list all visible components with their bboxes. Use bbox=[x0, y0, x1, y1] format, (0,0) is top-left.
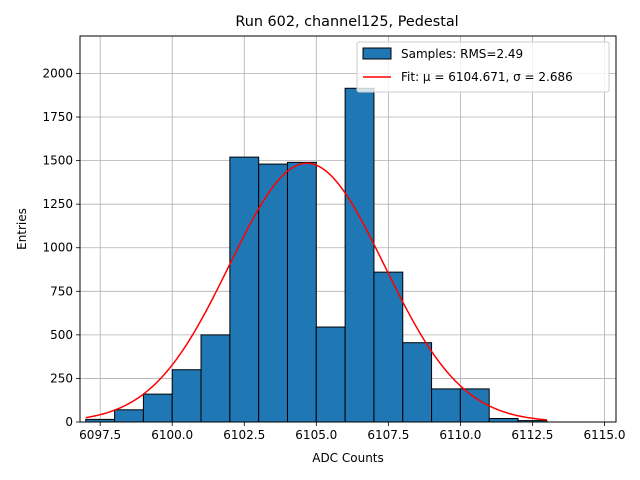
x-tick-label: 6115.0 bbox=[583, 428, 625, 442]
legend-box bbox=[356, 41, 610, 93]
histogram-bar bbox=[488, 418, 519, 423]
y-axis-ticks: 0 250 500 750 1000 1250 1500 1750 2000 bbox=[42, 66, 80, 429]
x-tick-label: 6112.5 bbox=[511, 428, 553, 442]
y-tick-label: 250 bbox=[50, 371, 73, 385]
x-tick-label: 6097.5 bbox=[79, 428, 121, 442]
x-tick-label: 6105.0 bbox=[295, 428, 337, 442]
y-tick-label: 0 bbox=[65, 415, 73, 429]
chart-title: Run 602, channel125, Pedestal bbox=[235, 14, 458, 30]
legend-fit-label: Fit: μ = 6104.671, σ = 2.686 bbox=[401, 70, 573, 84]
histogram-bar bbox=[114, 409, 144, 423]
histogram-bar bbox=[431, 388, 461, 423]
y-tick-label: 1250 bbox=[42, 197, 73, 211]
plot-frame bbox=[79, 35, 617, 423]
y-axis-label: Entries bbox=[15, 208, 29, 250]
histogram-bars bbox=[85, 87, 548, 423]
x-tick-label: 6107.5 bbox=[367, 428, 409, 442]
x-axis-ticks: 6097.5 6100.0 6102.5 6105.0 6107.5 6110.0 6112… bbox=[79, 422, 625, 442]
histogram-bar bbox=[344, 87, 375, 423]
histogram-bar bbox=[142, 393, 173, 423]
gaussian-fit-line bbox=[85, 162, 547, 421]
legend-hist-swatch bbox=[362, 47, 392, 60]
x-axis-label: ADC Counts bbox=[312, 451, 384, 465]
x-tick-label: 6102.5 bbox=[223, 428, 265, 442]
histogram-bar bbox=[315, 326, 346, 423]
x-tick-label: 6100.0 bbox=[151, 428, 193, 442]
histogram-bar bbox=[258, 163, 288, 423]
plot-area: 6097.5 6100.0 6102.5 6105.0 6107.5 6110.0 6112… bbox=[42, 35, 625, 442]
legend: Samples: RMS=2.49 Fit: μ = 6104.671, σ =… bbox=[356, 41, 610, 93]
y-tick-label: 1750 bbox=[42, 110, 73, 124]
y-tick-label: 500 bbox=[50, 328, 73, 342]
histogram-bar bbox=[171, 369, 202, 423]
y-tick-label: 1500 bbox=[42, 154, 73, 168]
histogram-bar bbox=[373, 271, 404, 423]
histogram-bar bbox=[229, 156, 260, 423]
y-tick-label: 2000 bbox=[42, 66, 73, 80]
histogram-bar bbox=[200, 334, 231, 423]
y-tick-label: 750 bbox=[50, 284, 73, 298]
histogram-bar bbox=[459, 388, 490, 423]
y-tick-label: 1000 bbox=[42, 241, 73, 255]
x-tick-label: 6110.0 bbox=[439, 428, 481, 442]
histogram-bar bbox=[286, 161, 317, 423]
histogram-bar bbox=[402, 342, 433, 423]
legend-hist-label: Samples: RMS=2.49 bbox=[401, 47, 523, 61]
